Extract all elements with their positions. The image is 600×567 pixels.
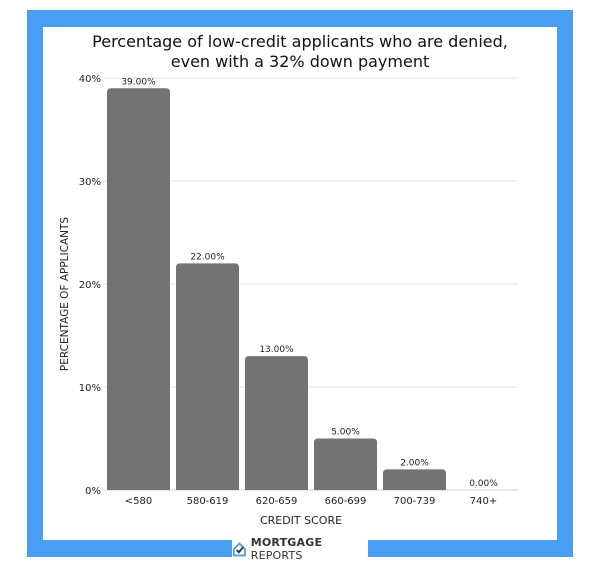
logo-bold: MORTGAGE <box>250 536 323 549</box>
data-label: 39.00% <box>121 77 156 87</box>
chart-title-line-1: Percentage of low-credit applicants who … <box>92 32 508 51</box>
data-label: 13.00% <box>259 345 294 355</box>
x-axis-label: CREDIT SCORE <box>260 514 342 527</box>
house-check-icon <box>232 542 246 557</box>
y-tick-label: 30% <box>79 177 101 188</box>
bar <box>383 469 446 490</box>
data-label: 0.00% <box>469 479 498 489</box>
y-axis-label: PERCENTAGE OF APPLICANTS <box>59 217 71 371</box>
x-tick-label: 620-659 <box>256 496 298 507</box>
chart-title-line-2: even with a 32% down payment <box>170 52 430 71</box>
y-tick-label: 20% <box>79 280 101 291</box>
bar <box>107 88 170 491</box>
x-tick-label: 700-739 <box>394 496 436 507</box>
x-tick-label: <580 <box>125 496 152 507</box>
bar <box>176 263 239 490</box>
data-label: 2.00% <box>400 458 429 468</box>
y-tick-label: 40% <box>79 74 101 85</box>
logo-light: REPORTS <box>250 549 303 562</box>
x-tick-label: 660-699 <box>325 496 367 507</box>
y-tick-label: 10% <box>79 383 101 394</box>
chart-title: Percentage of low-credit applicants who … <box>43 32 557 72</box>
x-tick-label: 740+ <box>470 496 497 507</box>
bar <box>314 438 377 490</box>
x-tick-label: 580-619 <box>187 496 229 507</box>
bar <box>245 356 308 490</box>
data-label: 5.00% <box>331 428 360 438</box>
y-tick-label: 0% <box>85 486 101 497</box>
data-label: 22.00% <box>190 252 225 262</box>
mortgage-reports-logo: MORTGAGE REPORTS <box>232 536 368 562</box>
